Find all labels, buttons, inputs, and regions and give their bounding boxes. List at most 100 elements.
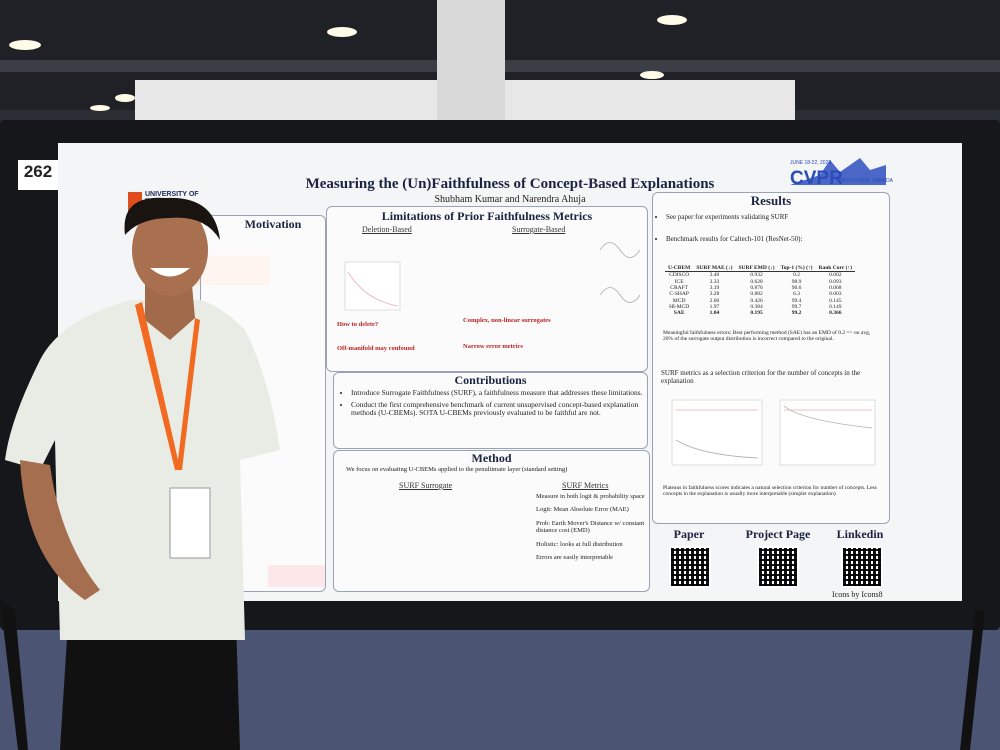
row: SAE 1.04 0.195 99.2 0.366 xyxy=(665,310,855,316)
cell: CRAFT xyxy=(670,284,689,291)
heading: Motivation xyxy=(244,217,302,231)
metric-list: Measure in both logit & probability spac… xyxy=(536,493,646,568)
cell: 99.4 xyxy=(791,297,802,304)
cell: 6.3 xyxy=(793,291,800,298)
subheading: Surrogate-Based xyxy=(512,225,566,234)
hair xyxy=(124,197,220,240)
row: HI-MCD 1.97 0.384 99.7 0.149 xyxy=(665,304,855,310)
contributions-box: Contributions Introduce Surrogate Faithf… xyxy=(333,372,648,449)
cell: 0.195 xyxy=(750,310,763,317)
cell: C-SHAP xyxy=(669,291,689,298)
cell: 3.19 xyxy=(709,284,720,291)
list: Introduce Surrogate Faithfulness (SURF),… xyxy=(342,388,647,421)
metric-item: Prob: Earth Mover's Distance w/ constant… xyxy=(536,519,645,535)
title: Measuring the (Un)Faithfulness of Concep… xyxy=(305,176,715,192)
booth-sign xyxy=(18,160,58,190)
item: Conduct the first comprehensive benchmar… xyxy=(351,400,647,418)
cell: 0.003 xyxy=(829,291,842,298)
badge xyxy=(169,487,211,559)
heading: Contributions xyxy=(454,373,527,387)
cvpr-skyline xyxy=(790,158,886,185)
cell: 1.04 xyxy=(709,310,720,317)
note: Meaningful faithfulness errors: Best per… xyxy=(663,330,871,343)
cell: 0.002 xyxy=(829,272,842,279)
cell: HI-MCD xyxy=(669,303,690,310)
lanyard xyxy=(135,302,200,470)
cell: 0.149 xyxy=(829,303,842,310)
cell: 0.426 xyxy=(750,297,763,304)
header-cell: SURF MAE (↓) xyxy=(693,265,736,273)
subheading: SURF Surrogate xyxy=(399,481,453,490)
cell: 99.2 xyxy=(791,310,802,317)
header-cell: U-CBEM xyxy=(665,265,694,273)
cell: 0.145 xyxy=(829,297,842,304)
cell: 0.384 xyxy=(750,303,763,310)
authors: Shubham Kumar and Narendra Ahuja xyxy=(434,194,586,205)
header-cell: SURF EMD (↓) xyxy=(735,265,778,273)
link-label: Linkedin xyxy=(836,527,884,541)
header-row: U-CBEM SURF MAE (↓) SURF EMD (↓) Top-1 (%) … xyxy=(665,265,856,273)
row: CRAFT 3.19 0.876 90.6 0.068 xyxy=(665,285,855,291)
row: ICE 3.33 0.628 98.9 0.093 xyxy=(665,279,855,285)
plateau: Plateaus in faithfulness scores indicate… xyxy=(663,485,877,498)
cell: 3.28 xyxy=(709,291,720,298)
item: Complex, non-linear surrogates xyxy=(463,317,551,324)
cell: 2.60 xyxy=(709,297,720,304)
row: C-SHAP 3.28 0.882 6.3 0.003 xyxy=(665,291,855,297)
item: How to delete? xyxy=(337,321,379,328)
qr-code xyxy=(841,546,883,588)
cell: 1.97 xyxy=(709,303,720,310)
row: MCD 2.60 0.426 99.4 0.145 xyxy=(665,298,855,304)
item: Introduce Surrogate Faithfulness (SURF),… xyxy=(351,388,647,398)
pillar xyxy=(437,0,505,130)
cell: 99.7 xyxy=(791,303,802,310)
qr-code xyxy=(757,546,799,588)
cell: 3.33 xyxy=(709,278,720,285)
cell: 3.40 xyxy=(709,272,720,279)
intro: We focus on evaluating U-CBEMs applied t… xyxy=(346,466,568,473)
cell: 90.6 xyxy=(791,284,802,291)
results-box: Results See paper for experiments valida… xyxy=(652,192,890,524)
booth-number: 262 xyxy=(23,162,53,181)
cell: CDISCO xyxy=(669,272,690,279)
arm xyxy=(20,460,100,600)
header-cell: Rank Corr (↑) xyxy=(815,265,856,273)
neck xyxy=(145,285,195,340)
cell: 98.9 xyxy=(791,278,802,285)
heading: Method xyxy=(471,451,512,465)
cell: 0.882 xyxy=(750,291,763,298)
metric-item: Errors are easily interpretable xyxy=(536,554,614,562)
method-box: Method We focus on evaluating U-CBEMs ap… xyxy=(333,450,650,592)
list: See paper for experiments validating SUR… xyxy=(657,213,894,246)
metric-item: Logit: Mean Absolute Error (MAE) xyxy=(536,506,629,514)
cell: 0.093 xyxy=(829,278,842,285)
link-label: Project Page xyxy=(745,527,811,541)
subheading: Deletion-Based xyxy=(362,225,412,234)
item: Benchmark results for Caltech-101 (ResNe… xyxy=(666,235,894,243)
results-table: U-CBEM SURF MAE (↓) SURF EMD (↓) Top-1 (%) … xyxy=(665,265,856,317)
smile xyxy=(150,268,190,277)
heading: Results xyxy=(750,193,792,208)
cvpr: CVPR xyxy=(790,168,843,189)
conference-dates: JUNE 18-22, 2023 xyxy=(790,160,832,166)
credit: Icons by Icons8 xyxy=(832,590,883,599)
selection: SURF metrics as a selection criterion fo… xyxy=(661,369,861,386)
item: Off-manifold may confound xyxy=(337,345,415,352)
cell: 0.628 xyxy=(750,278,763,285)
heading: Limitations of Prior Faithfulness Metric… xyxy=(381,209,593,223)
row: CDISCO 3.40 0.932 0.2 0.002 xyxy=(665,272,855,279)
header-cell: Top-1 (%) (↑) xyxy=(777,265,816,273)
conference-location: VANCOUVER, CANADA xyxy=(838,178,893,184)
cell: 0.068 xyxy=(829,284,842,291)
cell: 0.2 xyxy=(793,272,800,279)
face xyxy=(132,204,208,296)
limitations-box: Limitations of Prior Faithfulness Metric… xyxy=(326,206,648,372)
cell: 0.366 xyxy=(829,310,842,317)
cell: ICE xyxy=(674,278,684,285)
cell: 0.876 xyxy=(750,284,763,291)
cell: 0.932 xyxy=(750,272,763,279)
metric-item: Holistic: looks at full distribution xyxy=(536,540,623,548)
qr-code xyxy=(669,546,711,588)
